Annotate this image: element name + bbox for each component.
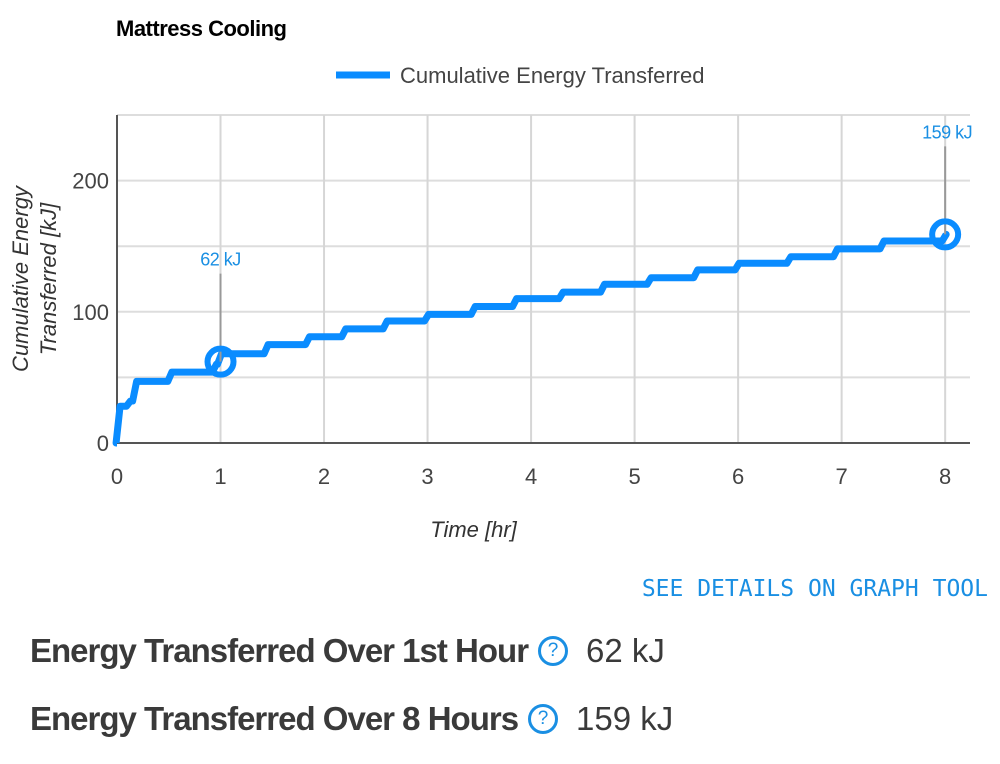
annotation-label: 159 kJ bbox=[922, 122, 972, 142]
stat-eight-hours: Energy Transferred Over 8 Hours ? 159 kJ bbox=[30, 700, 673, 738]
x-tick-label: 3 bbox=[421, 464, 433, 489]
question-circle-icon[interactable]: ? bbox=[538, 636, 569, 666]
x-tick-label: 7 bbox=[836, 464, 848, 489]
stat-label: Energy Transferred Over 1st Hour bbox=[30, 632, 529, 669]
annotation-marker bbox=[929, 218, 962, 251]
x-tick-label: 6 bbox=[732, 464, 744, 489]
x-axis-label: Time [hr] bbox=[430, 517, 517, 542]
stat-label: Energy Transferred Over 8 Hours bbox=[30, 700, 519, 737]
chart: 0 1 2 3 4 5 6 7 8 0 100 200 Time [hr] Cumulative Ener… bbox=[8, 63, 973, 542]
x-tick-label: 1 bbox=[214, 464, 226, 489]
annotation-label: 62 kJ bbox=[200, 250, 241, 270]
chart-title: Mattress Cooling bbox=[116, 16, 287, 41]
y-axis-label: Cumulative Energy bbox=[8, 184, 33, 372]
legend-label: Cumulative Energy Transferred bbox=[400, 63, 704, 88]
x-tick-label: 2 bbox=[318, 464, 330, 489]
stat-value: 159 kJ bbox=[576, 700, 674, 737]
stat-value: 62 kJ bbox=[586, 632, 665, 669]
see-details-link[interactable]: SEE DETAILS ON GRAPH TOOL bbox=[641, 576, 988, 602]
y-tick-label: 0 bbox=[97, 431, 109, 456]
x-tick-label: 8 bbox=[939, 464, 951, 489]
x-tick-label: 0 bbox=[111, 464, 123, 489]
annotation-marker bbox=[204, 345, 237, 378]
question-circle-icon[interactable]: ? bbox=[528, 704, 559, 734]
x-tick-label: 4 bbox=[525, 464, 537, 489]
series-line bbox=[112, 230, 950, 447]
stat-first-hour: Energy Transferred Over 1st Hour ? 62 kJ bbox=[30, 632, 665, 670]
y-tick-label: 200 bbox=[72, 169, 109, 194]
x-tick-label: 5 bbox=[628, 464, 640, 489]
y-tick-label: 100 bbox=[72, 300, 109, 325]
y-axis-label-line2: Transferred [kJ] bbox=[36, 202, 61, 355]
